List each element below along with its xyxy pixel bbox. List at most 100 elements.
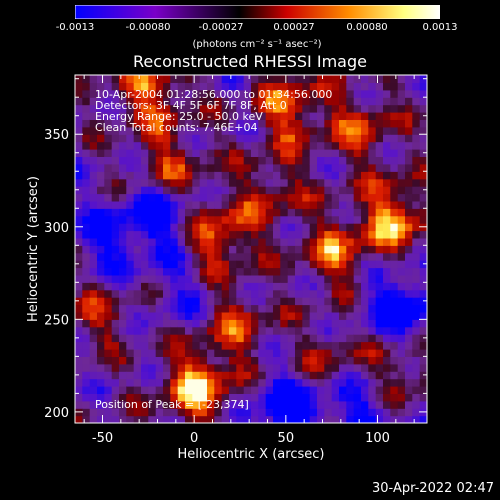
heatmap-cell [317, 297, 325, 306]
heatmap-cell [214, 126, 223, 135]
heatmap-cell [119, 126, 127, 135]
heatmap-cell [302, 408, 311, 417]
heatmap-cell [104, 356, 113, 365]
heatmap-cell [383, 223, 391, 232]
heatmap-cell [104, 415, 113, 423]
heatmap-cell [148, 408, 157, 417]
heatmap-cell [141, 126, 149, 135]
heatmap-cell [126, 363, 135, 372]
heatmap-cell [104, 134, 113, 143]
heatmap-cell [170, 215, 179, 224]
colorbar-tick-label: 0.00080 [346, 22, 388, 33]
heatmap-cell [412, 282, 421, 291]
heatmap-cell [207, 289, 215, 298]
heatmap-cell [155, 289, 164, 298]
heatmap-cell [251, 186, 259, 195]
heatmap-cell [419, 215, 427, 224]
heatmap-cell [265, 363, 274, 372]
heatmap-cell [324, 304, 333, 313]
heatmap-cell [133, 349, 142, 357]
heatmap-cell [405, 237, 413, 246]
heatmap-cell [405, 415, 413, 423]
heatmap-cell [265, 289, 274, 298]
heatmap-cell [104, 363, 113, 372]
heatmap-cell [390, 171, 399, 180]
heatmap-cell [273, 260, 281, 269]
heatmap-cell [177, 156, 186, 165]
heatmap-cell [229, 104, 237, 113]
heatmap-cell [89, 341, 98, 350]
heatmap-cell [397, 97, 406, 106]
heatmap-cell [163, 356, 171, 365]
heatmap-cell [375, 326, 384, 335]
heatmap-cell [317, 356, 325, 365]
heatmap-cell [346, 186, 355, 195]
heatmap-cell [163, 289, 171, 298]
heatmap-cell [265, 326, 274, 335]
heatmap-cell [148, 200, 157, 209]
heatmap-cell [258, 341, 267, 350]
heatmap-cell [199, 282, 208, 291]
heatmap-cell [375, 289, 384, 298]
heatmap-cell [111, 119, 120, 128]
heatmap-cell [309, 304, 318, 313]
heatmap-cell [295, 82, 303, 91]
heatmap-cell [258, 386, 267, 394]
heatmap-cell [317, 112, 325, 120]
heatmap-cell [368, 334, 377, 343]
heatmap-cell [251, 163, 259, 172]
heatmap-cell [170, 267, 179, 276]
heatmap-cell [177, 282, 186, 291]
heatmap-cell [126, 415, 135, 423]
heatmap-cell [405, 171, 413, 180]
heatmap-cell [397, 415, 406, 423]
heatmap-cell [397, 215, 406, 224]
heatmap-cell [346, 415, 355, 423]
heatmap-cell [383, 304, 391, 313]
heatmap-cell [119, 171, 127, 180]
heatmap-cell [383, 97, 391, 106]
heatmap-cell [295, 267, 303, 276]
heatmap-cell [317, 311, 325, 320]
heatmap-cell [280, 104, 289, 113]
heatmap-cell [75, 349, 83, 357]
heatmap-cell [309, 289, 318, 298]
heatmap-cell [346, 341, 355, 350]
heatmap-cell [251, 245, 259, 254]
heatmap-cell [192, 186, 201, 195]
heatmap-cell [236, 386, 245, 394]
heatmap-cell [163, 171, 171, 180]
heatmap-cell [97, 289, 105, 298]
heatmap-cell [236, 237, 245, 246]
heatmap-cell [97, 119, 105, 128]
heatmap-cell [339, 415, 347, 423]
heatmap-cell [199, 304, 208, 313]
heatmap-cell [280, 274, 289, 283]
heatmap-cell [221, 415, 230, 423]
heatmap-cell [133, 363, 142, 372]
heatmap-cell [75, 326, 83, 335]
heatmap-cell [229, 267, 237, 276]
annotation-time-range: 10-Apr-2004 01:28:56.000 to 01:34:56.000 [95, 88, 332, 101]
heatmap-cell [412, 141, 421, 150]
heatmap-cell [111, 126, 120, 135]
heatmap-cell [82, 297, 91, 306]
heatmap-cell [214, 356, 223, 365]
heatmap-cell [133, 260, 142, 269]
heatmap-cell [104, 304, 113, 313]
heatmap-cell [419, 171, 427, 180]
heatmap-cell [207, 311, 215, 320]
heatmap-cell [236, 326, 245, 335]
heatmap-cell [148, 304, 157, 313]
heatmap-cell [119, 97, 127, 106]
heatmap-cell [412, 163, 421, 172]
heatmap-cell [390, 200, 399, 209]
heatmap-cell [155, 282, 164, 291]
heatmap-cell [309, 163, 318, 172]
heatmap-cell [302, 267, 311, 276]
heatmap-cell [302, 119, 311, 128]
heatmap-cell [361, 223, 369, 232]
heatmap-cell [339, 245, 347, 254]
heatmap-cell [287, 149, 296, 157]
heatmap-cell [192, 89, 201, 98]
